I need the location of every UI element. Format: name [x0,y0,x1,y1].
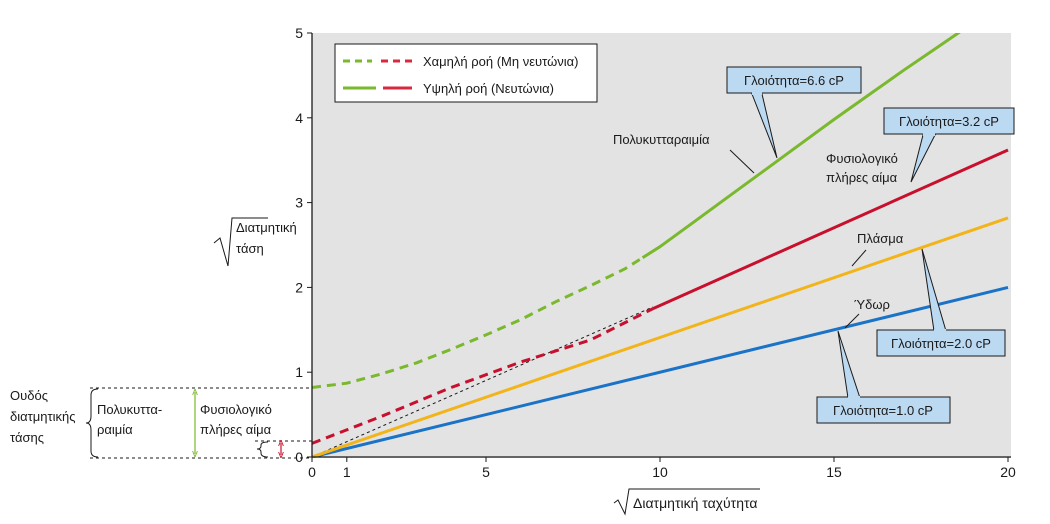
legend-entry-high-flow: Υψηλή ροή (Νευτώνια) [423,81,554,96]
threshold-title-line2: διατμητικής [10,409,76,424]
viscosity-callout-2-0: Γλοιότητα=2.0 cP [876,248,1006,357]
y-tick-label: 0 [295,449,303,465]
x-tick-label: 10 [652,464,668,480]
y-tick-label: 1 [295,364,303,380]
y-tick-label: 4 [295,110,303,126]
x-axis-label: Διατμητική ταχύτητα [613,488,760,516]
threshold-polycythemia-line1: Πολυκυττα- [97,402,162,417]
threshold-normal-blood-line1: Φυσιολογικό [200,402,272,417]
legend-entry-low-flow: Χαμηλή ροή (Μη νευτώνια) [423,54,578,69]
yield-stress-annotation: Ουδός διατμητικής τάσης Πολυκυττα- ραιμί… [10,387,312,459]
x-tick-label: 0 [308,464,316,480]
series-solid-πλάσμα [312,216,1009,458]
series-dashed-πολυκυτταραιμία [312,256,644,389]
curve-labels: Πολυκυτταραιμία Φυσιολογικό πλήρες αίμα … [613,132,904,329]
legend-box [334,43,598,103]
y-tick-label: 3 [295,195,303,211]
y-axis-label: Διατμητική τάση [213,217,297,267]
threshold-polycythemia-line2: ραιμία [97,422,133,437]
series-solid-φυσιολογικό-πλήρες-αίμα [652,148,1009,310]
x-tick-label: 1 [343,464,351,480]
viscosity-callout-1-0: Γλοιότητα=1.0 cP [816,330,951,424]
viscosity-label-1-0: Γλοιότητα=1.0 cP [833,403,933,418]
viscosity-callout-6-6: Γλοιότητα=6.6 cP [726,66,862,159]
series-dashed-φυσιολογικό-πλήρες-αίμα [312,307,654,445]
x-tick-label: 20 [1000,464,1016,480]
blood-label-line2: πλήρες αίμα [826,170,898,185]
water-label: Ύδωρ [854,297,890,312]
x-axis-label-text: Διατμητική ταχύτητα [633,495,757,511]
y-tick-label: 5 [295,25,303,41]
extrapolation-line [312,306,654,458]
y-axis-label-line2: τάση [236,241,264,256]
y-tick-label: 2 [295,279,303,295]
series-solid-ύδωρ [312,285,1009,458]
viscosity-label-2-0: Γλοιότητα=2.0 cP [891,336,991,351]
y-axis-label-line1: Διατμητική [236,220,297,235]
polycythemia-label: Πολυκυτταραιμία [613,132,710,147]
series-layer [312,33,1009,458]
legend: Χαμηλή ροή (Μη νευτώνια) Υψηλή ροή (Νευτ… [334,43,598,103]
threshold-title-line3: τάσης [10,430,44,445]
viscosity-label-3-2: Γλοιότητα=3.2 cP [899,114,999,129]
x-tick-label: 5 [482,464,490,480]
viscosity-callout-3-2: Γλοιότητα=3.2 cP [883,107,1015,183]
x-tick-label: 15 [826,464,842,480]
blood-label-line1: Φυσιολογικό [826,151,898,166]
plasma-label: Πλάσμα [857,231,904,246]
threshold-title-line1: Ουδός [10,388,48,403]
series-solid-πολυκυτταραιμία [641,33,961,259]
viscosity-label-6-6: Γλοιότητα=6.6 cP [744,73,844,88]
threshold-normal-blood-line2: πλήρες αίμα [200,422,272,437]
